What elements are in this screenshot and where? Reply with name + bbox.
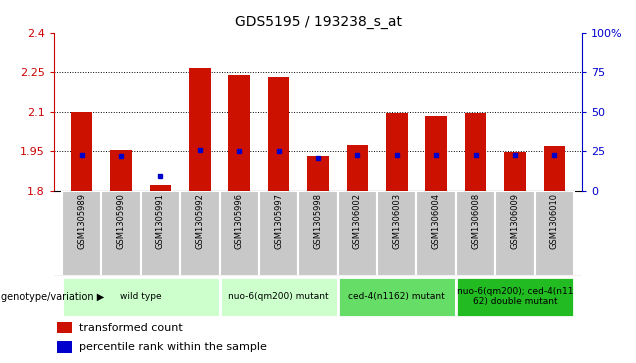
Text: GSM1305996: GSM1305996 — [235, 193, 244, 249]
Bar — [62, 191, 101, 276]
Bar — [219, 191, 259, 276]
Bar — [180, 191, 219, 276]
Bar — [101, 191, 141, 276]
Bar — [307, 156, 329, 191]
Bar — [298, 191, 338, 276]
Bar — [456, 191, 495, 276]
Text: GSM1306003: GSM1306003 — [392, 193, 401, 249]
Text: GSM1305997: GSM1305997 — [274, 193, 283, 249]
Bar — [456, 277, 574, 317]
Bar — [495, 191, 535, 276]
Text: percentile rank within the sample: percentile rank within the sample — [79, 342, 266, 352]
Text: GSM1305992: GSM1305992 — [195, 193, 204, 249]
Bar — [268, 77, 289, 191]
Text: GSM1306008: GSM1306008 — [471, 193, 480, 249]
Text: GSM1306002: GSM1306002 — [353, 193, 362, 249]
Bar — [110, 150, 132, 191]
Bar — [347, 144, 368, 191]
Text: GSM1305990: GSM1305990 — [116, 193, 125, 249]
Bar — [377, 191, 417, 276]
Text: transformed count: transformed count — [79, 323, 183, 333]
Bar — [259, 191, 298, 276]
Text: GSM1305989: GSM1305989 — [77, 193, 86, 249]
Bar — [189, 68, 211, 191]
Bar — [57, 322, 73, 334]
Bar — [504, 152, 526, 191]
Title: GDS5195 / 193238_s_at: GDS5195 / 193238_s_at — [235, 15, 401, 29]
Bar — [71, 111, 92, 191]
Bar — [228, 75, 250, 191]
Bar — [465, 113, 487, 191]
Text: genotype/variation ▶: genotype/variation ▶ — [1, 292, 104, 302]
Text: GSM1305991: GSM1305991 — [156, 193, 165, 249]
Bar — [219, 277, 338, 317]
Bar — [425, 115, 447, 191]
Text: ced-4(n1162) mutant: ced-4(n1162) mutant — [349, 292, 445, 301]
Bar — [57, 342, 73, 353]
Text: GSM1306004: GSM1306004 — [432, 193, 441, 249]
Bar — [141, 191, 180, 276]
Bar — [535, 191, 574, 276]
Text: GSM1305998: GSM1305998 — [314, 193, 322, 249]
Bar — [338, 191, 377, 276]
Bar — [338, 277, 456, 317]
Text: GSM1306010: GSM1306010 — [550, 193, 559, 249]
Text: nuo-6(qm200); ced-4(n11
62) double mutant: nuo-6(qm200); ced-4(n11 62) double mutan… — [457, 287, 573, 306]
Bar — [62, 277, 219, 317]
Text: wild type: wild type — [120, 292, 162, 301]
Bar — [544, 146, 565, 191]
Bar — [149, 185, 171, 191]
Text: GSM1306009: GSM1306009 — [511, 193, 520, 249]
Bar — [417, 191, 456, 276]
Text: nuo-6(qm200) mutant: nuo-6(qm200) mutant — [228, 292, 329, 301]
Bar — [386, 113, 408, 191]
